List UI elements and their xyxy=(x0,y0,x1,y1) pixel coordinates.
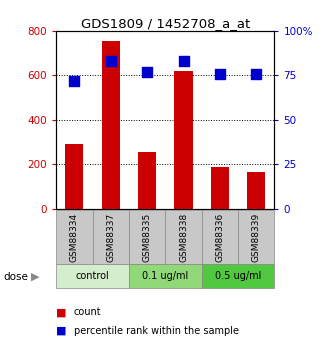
Point xyxy=(217,71,222,77)
Text: 0.5 ug/ml: 0.5 ug/ml xyxy=(215,271,261,281)
Text: control: control xyxy=(76,271,109,281)
Bar xyxy=(165,210,202,264)
Bar xyxy=(56,264,129,288)
Text: 0.1 ug/ml: 0.1 ug/ml xyxy=(142,271,188,281)
Text: dose: dose xyxy=(3,272,28,282)
Text: GSM88337: GSM88337 xyxy=(106,213,115,262)
Point xyxy=(72,78,77,83)
Text: ■: ■ xyxy=(56,326,67,335)
Text: GSM88334: GSM88334 xyxy=(70,213,79,262)
Title: GDS1809 / 1452708_a_at: GDS1809 / 1452708_a_at xyxy=(81,17,250,30)
Point xyxy=(254,71,259,77)
Bar xyxy=(202,264,274,288)
Bar xyxy=(238,210,274,264)
Point xyxy=(144,69,150,75)
Text: ▶: ▶ xyxy=(30,272,39,282)
Bar xyxy=(211,167,229,209)
Text: percentile rank within the sample: percentile rank within the sample xyxy=(74,326,239,335)
Bar xyxy=(129,264,202,288)
Text: GSM88339: GSM88339 xyxy=(252,213,261,262)
Point xyxy=(181,59,186,64)
Point xyxy=(108,59,113,64)
Bar xyxy=(129,210,165,264)
Bar xyxy=(102,41,120,209)
Bar xyxy=(202,210,238,264)
Text: count: count xyxy=(74,307,101,317)
Text: GSM88338: GSM88338 xyxy=(179,213,188,262)
Text: ■: ■ xyxy=(56,307,67,317)
Bar xyxy=(92,210,129,264)
Text: GSM88335: GSM88335 xyxy=(143,213,152,262)
Bar xyxy=(138,152,156,209)
Bar xyxy=(174,71,193,209)
Text: GSM88336: GSM88336 xyxy=(215,213,224,262)
Bar xyxy=(65,144,83,209)
Bar xyxy=(247,172,265,209)
Bar xyxy=(56,210,92,264)
